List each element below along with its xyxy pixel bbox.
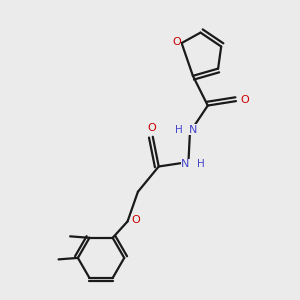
Text: O: O bbox=[172, 37, 181, 46]
Text: H: H bbox=[175, 125, 182, 135]
Text: N: N bbox=[189, 125, 197, 135]
Text: O: O bbox=[240, 94, 249, 105]
Text: O: O bbox=[147, 123, 156, 134]
Text: N: N bbox=[181, 159, 190, 170]
Text: H: H bbox=[197, 159, 205, 170]
Text: O: O bbox=[131, 215, 140, 225]
